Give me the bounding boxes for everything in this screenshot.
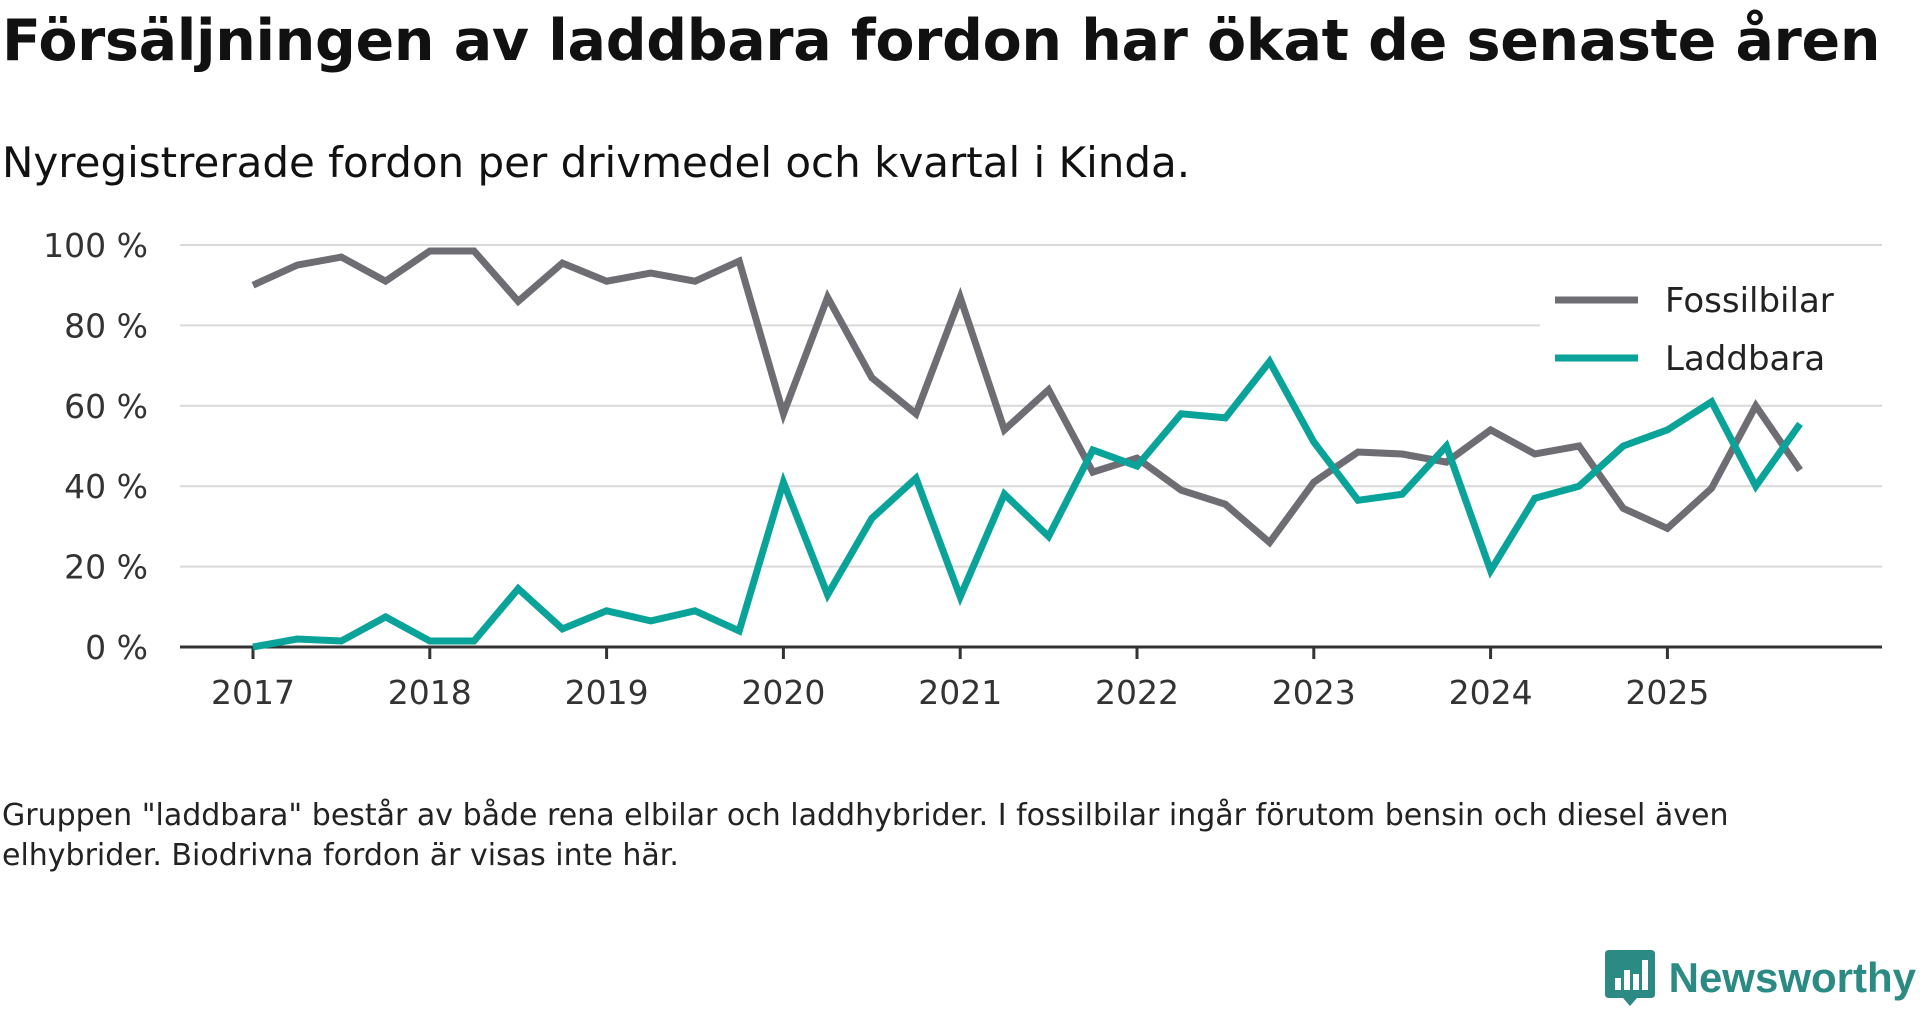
legend-label-laddbara: Laddbara [1665, 339, 1825, 379]
chart-title: Försäljningen av laddbara fordon har öka… [2, 8, 1881, 74]
footnote: Gruppen "laddbara" består av både rena e… [2, 798, 1729, 873]
brand-name: Newsworthy [1668, 954, 1916, 1001]
x-tick-label: 2025 [1625, 673, 1709, 712]
x-tick-label: 2021 [918, 673, 1002, 712]
x-tick-label: 2018 [388, 673, 472, 712]
series-lines [251, 247, 1803, 651]
series-line-laddbara [252, 355, 1803, 651]
y-tick-label: 20 % [64, 548, 148, 587]
x-tick-label: 2024 [1449, 673, 1533, 712]
y-axis-labels: 0 % 20 % 40 % 60 % 80 % 100 % [43, 226, 148, 667]
line-chart: 0 % 20 % 40 % 60 % 80 % 100 % 2017 2018 2019 202… [43, 226, 1886, 712]
y-tick-label: 0 % [85, 628, 148, 667]
y-tick-label: 40 % [64, 467, 148, 506]
x-tick-label: 2022 [1095, 673, 1179, 712]
y-tick-label: 60 % [64, 387, 148, 426]
x-axis-labels: 2017 2018 2019 2020 2021 2022 2023 2024 2025 [211, 673, 1709, 712]
x-tick-label: 2017 [211, 673, 295, 712]
y-tick-label: 80 % [64, 306, 148, 345]
legend: Fossilbilar Laddbara [1540, 280, 1886, 390]
legend-label-fossilbilar: Fossilbilar [1665, 281, 1834, 321]
x-axis [180, 645, 1882, 659]
brand-logo: Newsworthy [1604, 950, 1916, 1006]
x-tick-label: 2019 [565, 673, 649, 712]
x-tick-label: 2020 [741, 673, 825, 712]
chart-subtitle: Nyregistrerade fordon per drivmedel och … [2, 138, 1191, 187]
x-tick-label: 2023 [1272, 673, 1356, 712]
newsworthy-logo-icon [1604, 950, 1655, 1006]
y-tick-label: 100 % [43, 226, 148, 265]
series-line-fossilbilar [251, 247, 1803, 548]
